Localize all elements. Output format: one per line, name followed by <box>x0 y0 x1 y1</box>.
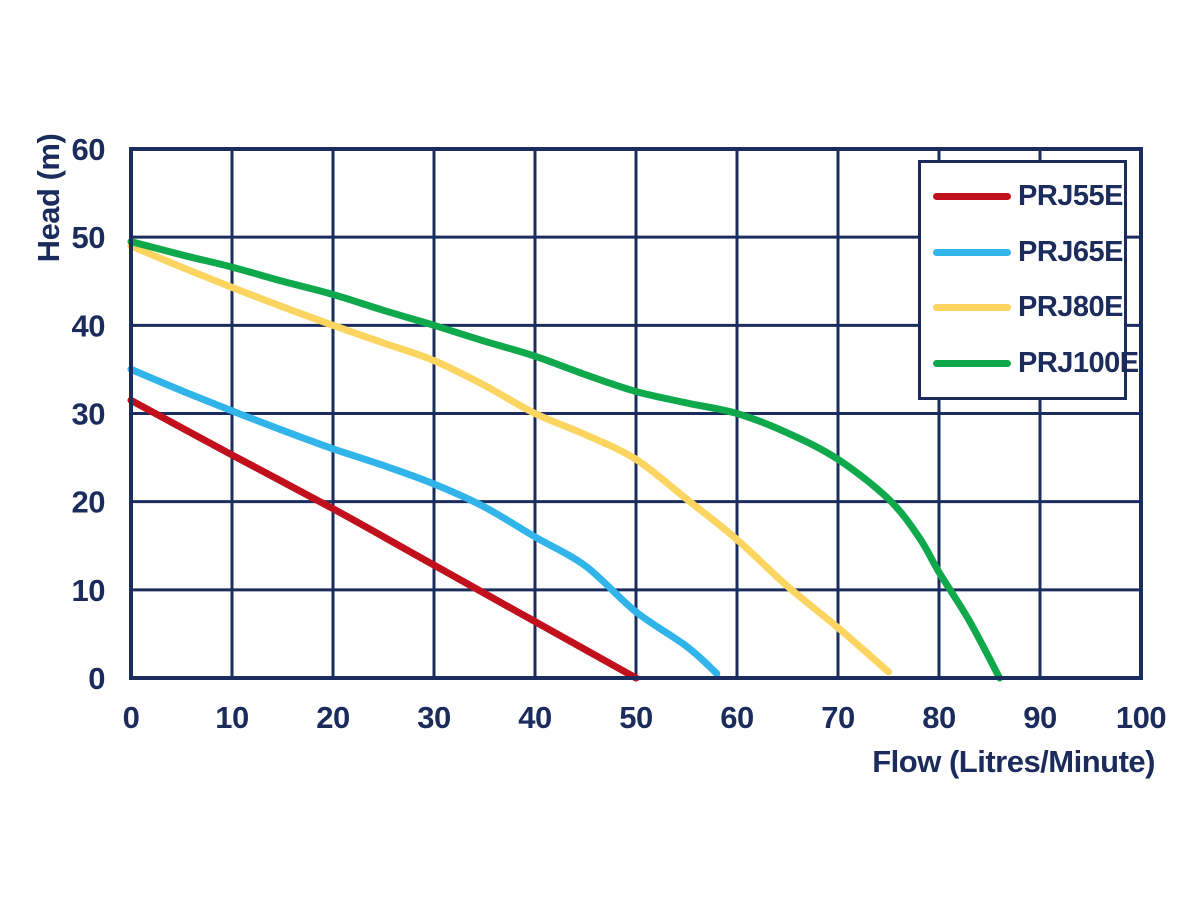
legend-swatch-prj55e <box>933 193 1011 201</box>
legend-swatch-prj100e <box>933 359 1011 367</box>
legend-label-prj80e: PRJ80E <box>1018 291 1124 324</box>
legend-swatch-prj80e <box>933 304 1011 312</box>
x-tick-label: 60 <box>720 700 753 735</box>
x-tick-label: 10 <box>215 700 248 735</box>
y-tick-label: 50 <box>72 220 105 255</box>
legend-label-prj55e: PRJ55E <box>1018 180 1124 213</box>
legend-swatch-prj65e <box>933 248 1011 256</box>
plot-border <box>129 147 1143 680</box>
y-tick-label: 0 <box>88 661 105 696</box>
x-tick-label: 20 <box>316 700 349 735</box>
x-axis-title: Flow (Litres/Minute) <box>872 744 1155 779</box>
x-tick-label: 40 <box>518 700 551 735</box>
x-tick-label: 30 <box>417 700 450 735</box>
x-tick-label: 70 <box>821 700 854 735</box>
legend-item-prj55e: PRJ55E <box>933 180 1124 213</box>
pump-curves <box>127 238 1004 682</box>
curve-prj55e <box>127 396 640 682</box>
x-tick-label: 80 <box>922 700 955 735</box>
y-tick-label: 30 <box>72 397 105 432</box>
legend-item-prj100e: PRJ100E <box>933 347 1139 380</box>
curve-prj80e <box>127 242 892 676</box>
y-tick-label: 40 <box>72 308 105 343</box>
x-tick-label: 0 <box>123 700 140 735</box>
y-tick-label: 10 <box>72 573 105 608</box>
legend-item-prj80e: PRJ80E <box>933 291 1124 324</box>
axis-tick-labels: 0 10 20 30 40 50 60 70 80 90 100 0 10 20 30 40 50 60 <box>72 132 1167 735</box>
x-tick-label: 90 <box>1023 700 1056 735</box>
legend-item-prj65e: PRJ65E <box>933 236 1124 269</box>
y-tick-label: 20 <box>72 485 105 520</box>
legend: PRJ55E PRJ65E PRJ80E PRJ100E <box>918 160 1139 400</box>
legend-label-prj100e: PRJ100E <box>1018 346 1139 379</box>
y-tick-label: 60 <box>72 132 105 167</box>
y-axis-title: Head (m) <box>31 133 66 263</box>
legend-label-prj65e: PRJ65E <box>1018 235 1124 268</box>
x-tick-label: 50 <box>619 700 652 735</box>
x-tick-label: 100 <box>1116 700 1166 735</box>
curve-prj100e <box>127 238 1004 682</box>
curve-prj65e <box>127 365 721 678</box>
